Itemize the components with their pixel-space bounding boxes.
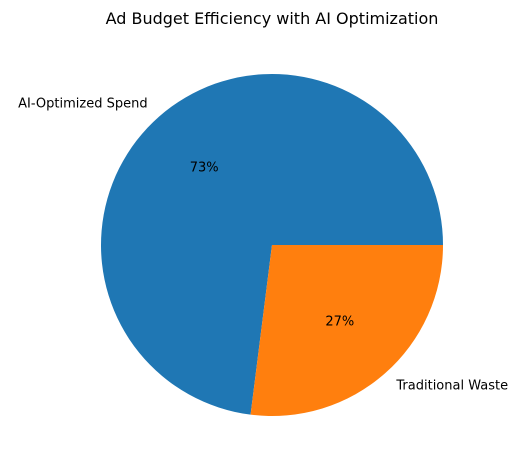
chart-title: Ad Budget Efficiency with AI Optimizatio… (106, 9, 439, 28)
pie-slice-traditional-waste (250, 245, 443, 416)
pie-category-label: Traditional Waste (395, 379, 508, 394)
pie-category-label: AI-Optimized Spend (18, 96, 147, 111)
pie-slices (101, 74, 443, 416)
pie-percent-label: 27% (325, 314, 354, 329)
pie-slice-ai-optimized-spend (101, 74, 443, 415)
pie-percent-label: 73% (190, 161, 219, 176)
pie-labels: 73% AI-Optimized Spend 27% Traditional Wast… (18, 96, 508, 393)
